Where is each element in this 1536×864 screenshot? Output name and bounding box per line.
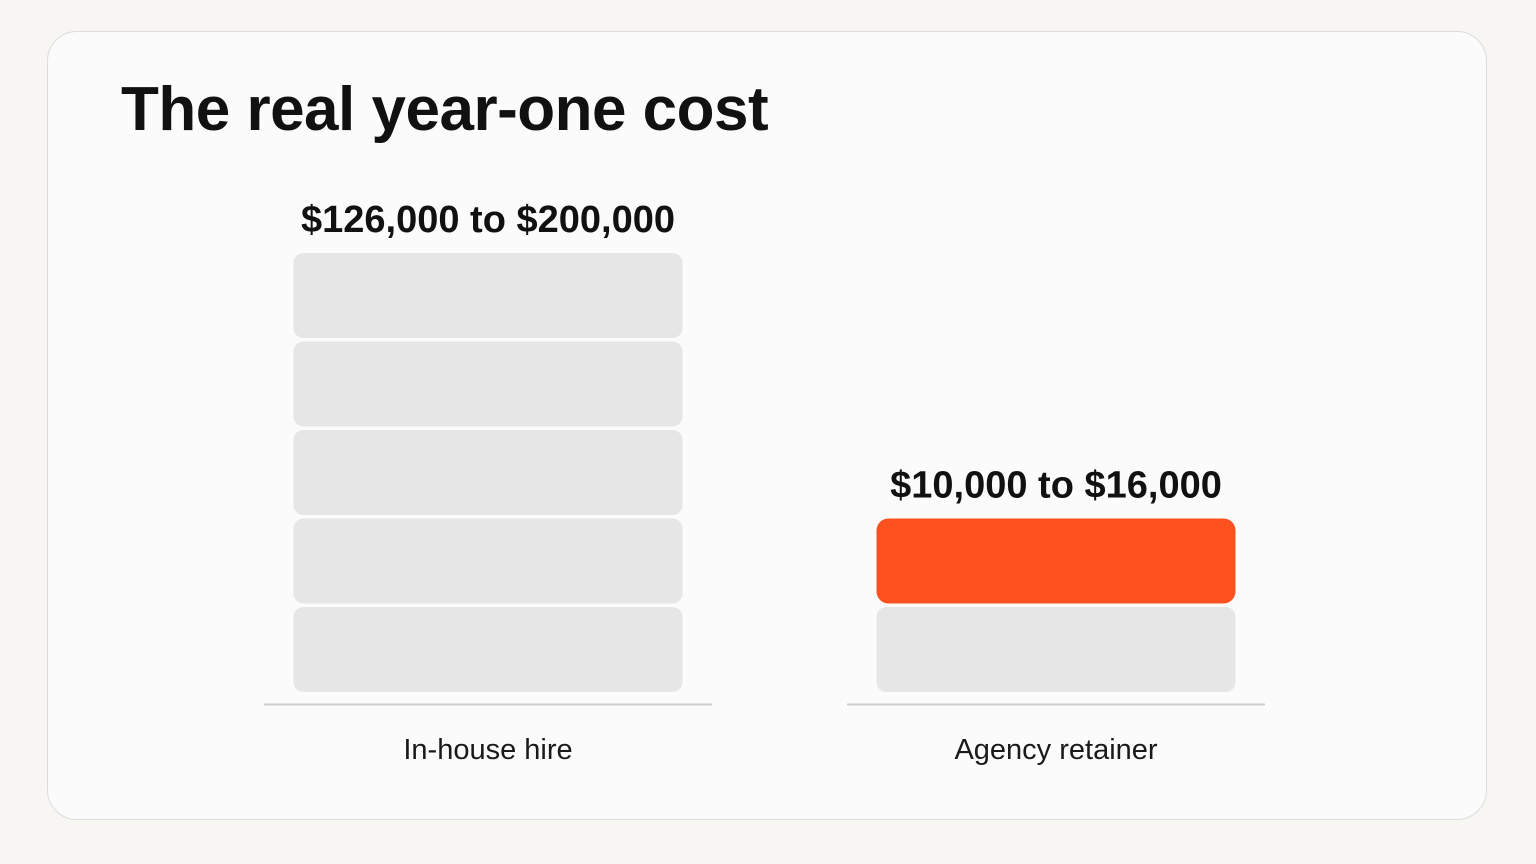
value-label: $10,000 to $16,000: [890, 465, 1222, 507]
bar-segment: [293, 518, 683, 604]
bar-segment: [293, 430, 683, 515]
bar-segment: [293, 341, 683, 427]
bar-segment: [293, 607, 683, 692]
bar-segment-highlight: [876, 518, 1236, 604]
bar-segment: [876, 607, 1236, 692]
category-label: In-house hire: [403, 734, 572, 766]
chart-title: The real year-one cost: [121, 75, 769, 144]
category-label: Agency retainer: [954, 734, 1157, 766]
value-label: $126,000 to $200,000: [301, 199, 675, 241]
bar-segment: [293, 253, 683, 338]
chart-card: The real year-one cost: [47, 31, 1487, 820]
